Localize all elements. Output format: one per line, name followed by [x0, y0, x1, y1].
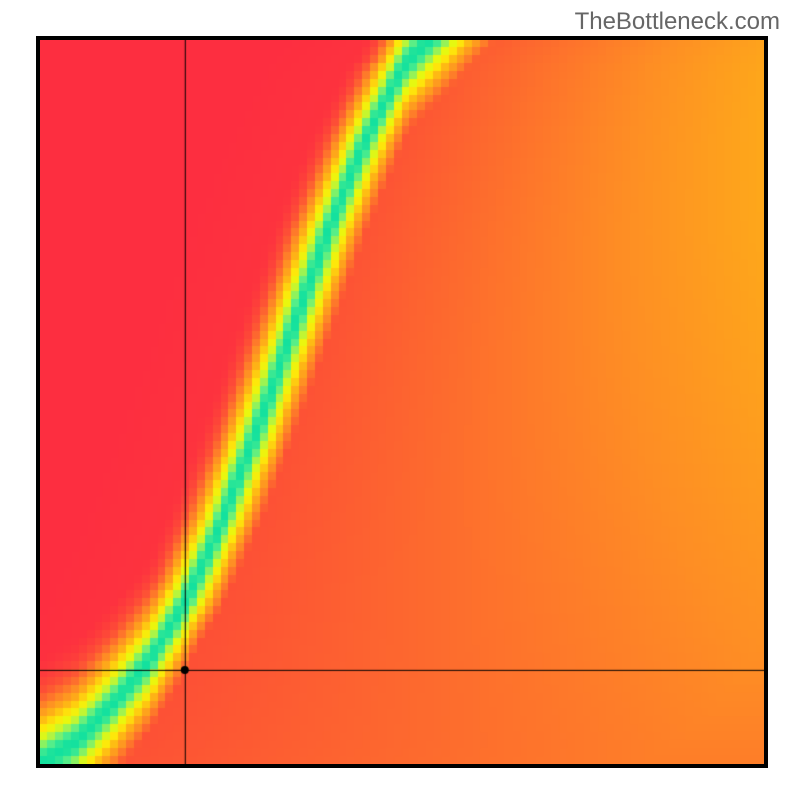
bottleneck-heatmap — [40, 40, 764, 764]
watermark-text: TheBottleneck.com — [575, 8, 780, 36]
plot-area — [36, 36, 768, 768]
container: TheBottleneck.com — [0, 0, 800, 800]
